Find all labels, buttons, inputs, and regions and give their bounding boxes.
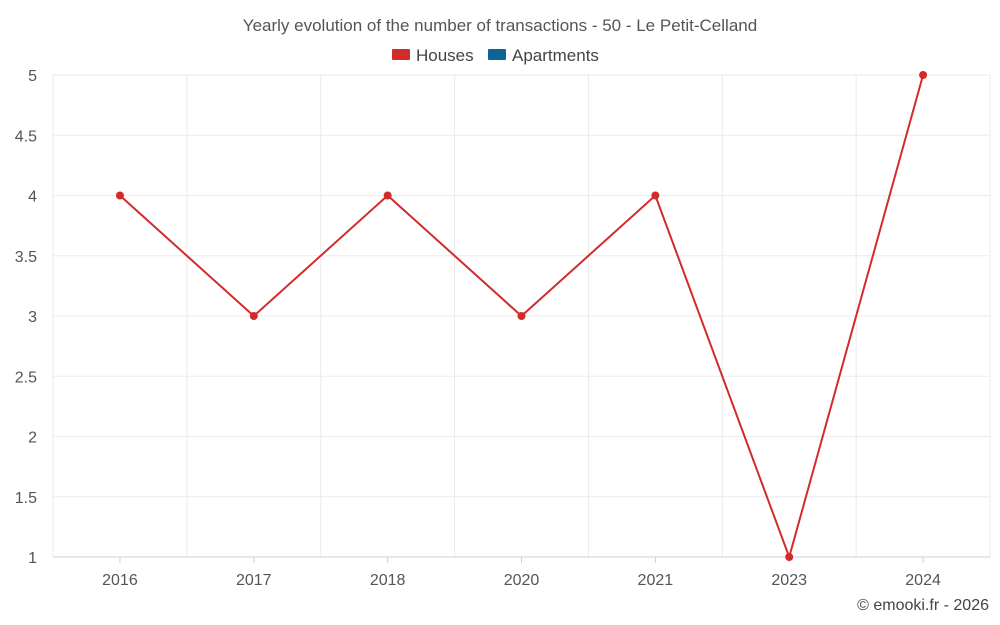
legend-swatch-houses (392, 49, 410, 60)
grid (52, 74, 991, 557)
legend-label-houses: Houses (416, 46, 474, 65)
y-tick-label: 5 (28, 68, 37, 85)
y-tick-label: 4.5 (15, 128, 37, 145)
data-point-houses[interactable] (383, 191, 392, 200)
data-point-houses[interactable] (651, 191, 660, 200)
y-tick-label: 2.5 (15, 369, 37, 386)
x-tick-label: 2021 (638, 572, 674, 589)
series (115, 71, 928, 561)
data-point-houses[interactable] (919, 71, 928, 79)
legend: Houses Apartments (392, 46, 599, 65)
data-point-houses[interactable] (785, 553, 794, 561)
y-tick-label: 1.5 (15, 490, 37, 507)
y-tick-label: 1 (28, 550, 37, 567)
x-tick-label: 2020 (504, 572, 540, 589)
data-point-houses[interactable] (115, 191, 124, 200)
x-tick-label: 2017 (236, 572, 272, 589)
legend-swatch-apartments (488, 49, 506, 60)
data-point-houses[interactable] (517, 312, 526, 320)
x-tick-label: 2024 (905, 572, 941, 589)
data-point-houses[interactable] (249, 312, 258, 320)
x-tick-label: 2018 (370, 572, 406, 589)
y-tick-label: 3 (28, 309, 37, 326)
legend-label-apartments: Apartments (512, 46, 599, 65)
x-tick-label: 2023 (771, 572, 807, 589)
chart-title: Yearly evolution of the number of transa… (243, 16, 757, 35)
axes: 1 1.5 2 2.5 3 3.5 4 4.5 5 2016 2017 2018 2020 2021 202… (15, 68, 990, 589)
y-tick-label: 4 (28, 189, 37, 206)
legend-item-houses[interactable]: Houses (392, 46, 474, 65)
credit-text: © emooki.fr - 2026 (857, 597, 989, 614)
y-tick-label: 2 (28, 430, 37, 447)
y-tick-label: 3.5 (15, 249, 37, 266)
legend-item-apartments[interactable]: Apartments (488, 46, 599, 65)
x-tick-label: 2016 (102, 572, 138, 589)
